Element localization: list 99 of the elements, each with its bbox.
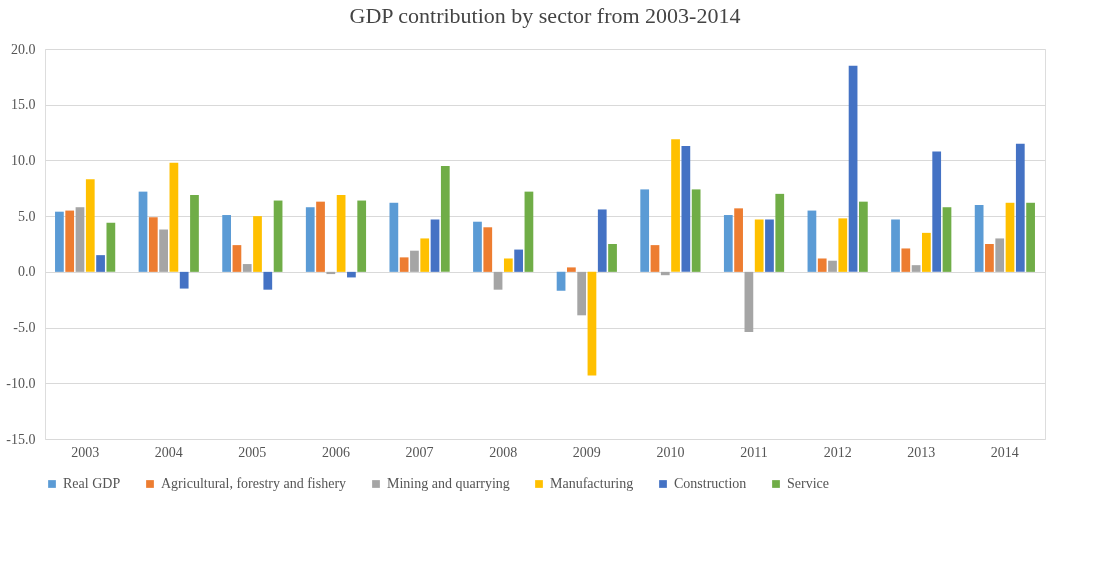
bar — [942, 207, 952, 272]
bar — [420, 238, 430, 272]
bar — [901, 248, 911, 272]
bar — [848, 65, 858, 272]
bar — [138, 191, 148, 272]
bar — [273, 200, 283, 272]
x-tick-label: 2010 — [656, 444, 685, 460]
bar — [179, 271, 189, 289]
bar — [775, 193, 785, 272]
bar — [514, 249, 523, 272]
bar — [399, 257, 409, 272]
bar — [389, 202, 399, 272]
chart-title: GDP contribution by sector from 2003-2014 — [349, 3, 741, 28]
bar — [891, 219, 900, 272]
bar — [1005, 202, 1015, 272]
bar — [96, 255, 105, 272]
bar — [681, 145, 691, 272]
bar — [922, 232, 931, 272]
bar — [85, 179, 95, 272]
bar — [817, 258, 827, 272]
bar — [148, 217, 158, 272]
x-tick-label: 2011 — [740, 444, 768, 460]
bar — [440, 166, 450, 272]
legend-label: Manufacturing — [550, 476, 634, 491]
x-tick-label: 2008 — [489, 444, 518, 460]
x-tick-label: 2009 — [572, 444, 601, 460]
bar — [524, 191, 534, 272]
bar — [222, 215, 231, 272]
bar — [577, 271, 587, 316]
bar — [985, 244, 994, 272]
bar — [473, 221, 482, 272]
bar — [556, 271, 566, 291]
bar — [263, 271, 273, 290]
x-tick-label: 2003 — [71, 444, 100, 460]
bar — [1015, 143, 1025, 272]
bar — [587, 271, 597, 376]
bar — [828, 260, 837, 272]
bar — [754, 219, 764, 272]
y-tick-label: 15.0 — [11, 97, 36, 113]
bar — [859, 201, 868, 272]
bar — [650, 245, 660, 272]
y-tick-label: 5.0 — [18, 208, 36, 224]
bar — [807, 210, 817, 272]
bar — [65, 210, 75, 272]
bar — [1026, 202, 1035, 272]
bar — [691, 189, 701, 272]
bar — [493, 271, 503, 290]
bar — [660, 271, 670, 276]
legend-label: Mining and quarrying — [387, 476, 510, 491]
bar — [932, 151, 942, 272]
bar — [671, 139, 680, 272]
bar — [316, 201, 325, 272]
bar — [911, 265, 921, 272]
y-tick-label: -10.0 — [6, 375, 36, 391]
x-tick-label: 2007 — [405, 444, 434, 460]
bar — [55, 211, 64, 272]
y-tick-label: 20.0 — [11, 41, 36, 57]
bar — [410, 250, 419, 272]
bar — [326, 271, 336, 275]
bar — [242, 264, 252, 272]
y-tick-label: 10.0 — [11, 152, 36, 168]
bar — [765, 219, 774, 272]
bar — [190, 194, 199, 272]
x-tick-label: 2005 — [238, 444, 267, 460]
x-tick-label: 2006 — [321, 444, 350, 460]
legend-label: Construction — [674, 476, 747, 491]
bar — [430, 219, 440, 272]
bar — [347, 271, 356, 278]
legend-label: Real GDP — [63, 476, 121, 491]
bar — [336, 194, 346, 272]
bar — [723, 215, 733, 272]
y-tick-label: -15.0 — [6, 431, 36, 447]
y-tick-label: -5.0 — [13, 320, 36, 336]
bar — [608, 244, 617, 272]
bar — [169, 162, 179, 272]
bar — [159, 229, 168, 272]
bar — [838, 218, 848, 272]
bar — [995, 238, 1005, 272]
x-tick-label: 2013 — [907, 444, 936, 460]
bar — [483, 227, 493, 272]
bar — [734, 208, 743, 272]
bar — [357, 200, 367, 272]
bar — [253, 216, 262, 272]
bar — [503, 258, 513, 272]
bar — [744, 271, 754, 333]
bar — [567, 267, 576, 272]
bar — [75, 207, 85, 272]
x-tick-label: 2012 — [823, 444, 852, 460]
bar — [106, 222, 116, 272]
bar — [597, 209, 607, 272]
bar — [305, 207, 315, 272]
bar — [974, 205, 984, 272]
x-tick-label: 2004 — [154, 444, 183, 460]
bar — [640, 189, 650, 272]
x-tick-label: 2014 — [990, 444, 1019, 460]
legend-label: Service — [787, 476, 829, 491]
legend-label: Agricultural, forestry and fishery — [161, 476, 347, 491]
y-tick-label: 0.0 — [18, 264, 36, 280]
bar — [232, 245, 242, 272]
